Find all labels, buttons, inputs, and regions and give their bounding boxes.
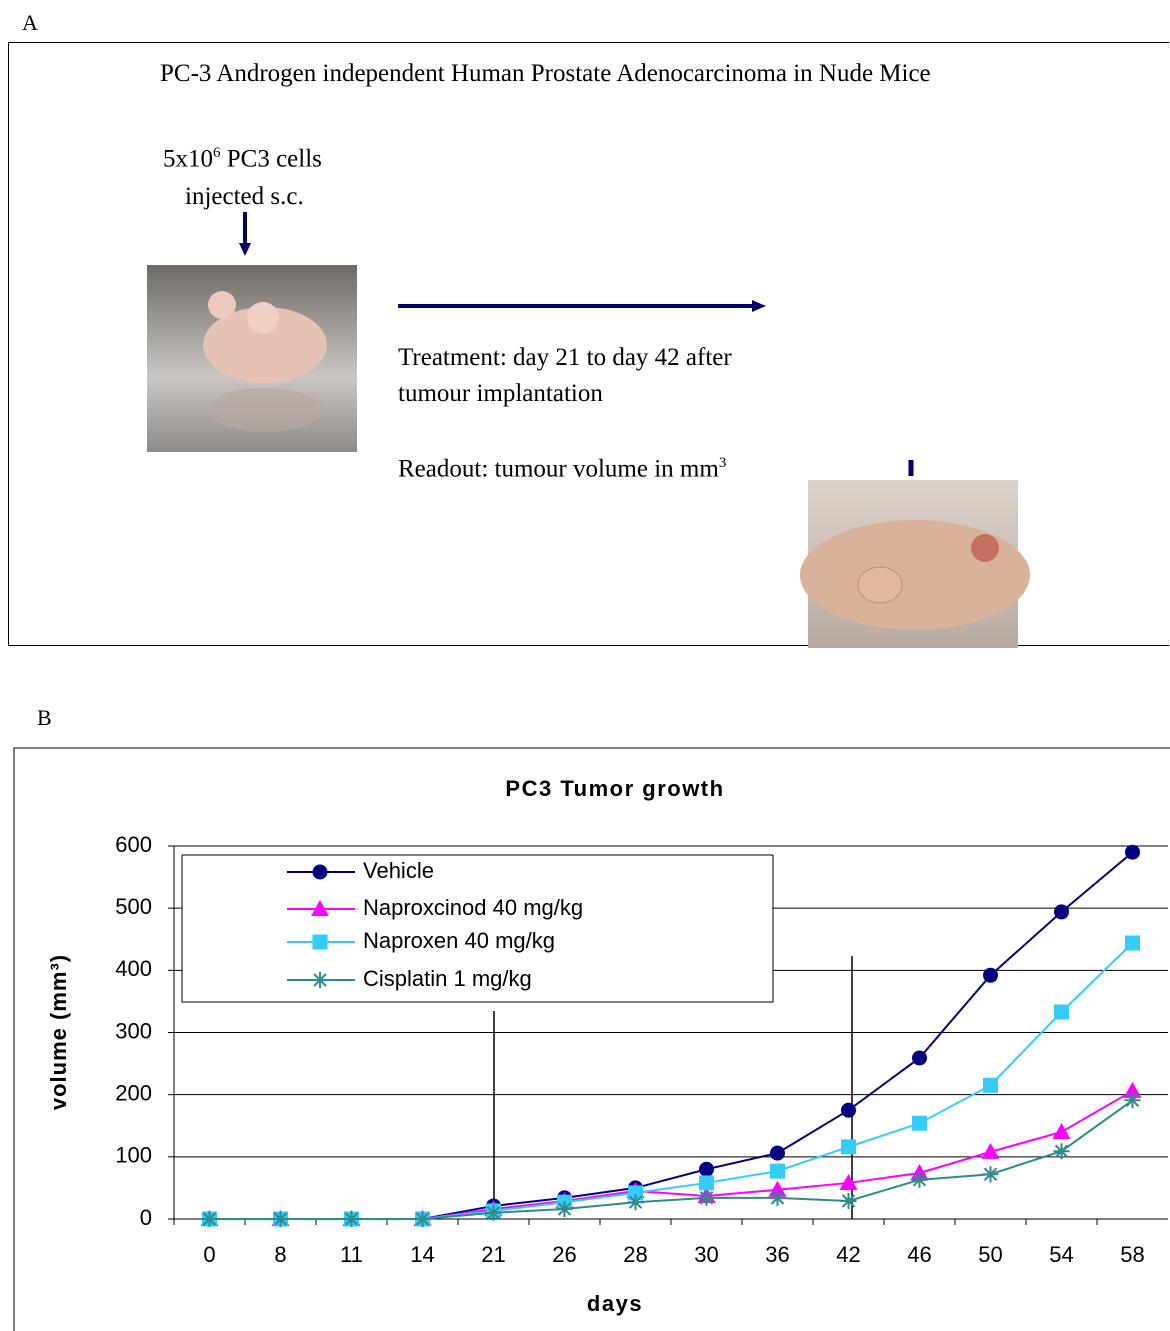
point [1052,1122,1071,1139]
point [201,1211,218,1227]
y-tick-label: 100 [115,1143,152,1168]
point [912,1115,927,1131]
mouse [800,520,1030,630]
legend-label: Cisplatin 1 mg/kg [363,966,532,991]
point [1054,904,1069,920]
mouse [203,307,327,383]
panel-label: B [37,705,52,730]
mouse-reflection [207,388,323,432]
injection-text: injected s.c. [185,183,304,210]
arrow-head [752,300,766,312]
x-tick-label: 50 [978,1242,1002,1267]
mouse-ear [971,534,999,562]
point [343,1211,360,1227]
x-tick-label: 8 [274,1242,286,1267]
point [699,1175,714,1191]
point [1124,1092,1141,1109]
y-tick-label: 400 [115,956,152,981]
x-tick-label: 54 [1049,1242,1073,1267]
point [770,1163,785,1179]
panel-label: A [22,10,38,35]
point [841,1102,856,1118]
chart: PC3 Tumor growth days volume (mm³) 0 100 2… [13,747,1170,1331]
treatment-text: Treatment: day 21 to day 42 after [398,344,732,371]
point [981,1142,1000,1159]
mouse-ear [247,302,279,334]
point [312,972,328,988]
point [1125,844,1140,860]
x-tick-label: 28 [623,1242,647,1267]
point [983,1077,998,1093]
point [312,864,328,880]
point [627,1194,644,1211]
point [556,1201,573,1218]
y-tick-label: 0 [140,1205,152,1230]
point [1054,1004,1069,1020]
point [1053,1143,1070,1160]
x-tick-label: 36 [765,1242,789,1267]
x-tick-label: 58 [1120,1242,1144,1267]
legend-label: Naproxen 40 mg/kg [363,928,555,953]
mouse-ear [208,291,236,319]
point [485,1204,502,1221]
point [982,1166,999,1183]
text: 5x10 [163,145,213,173]
point [272,1211,289,1227]
point [414,1211,431,1227]
panel-a-title: PC-3 Androgen independent Human Prostate… [160,60,931,87]
treatment-text: tumour implantation [398,380,603,407]
x-tick-label: 14 [410,1242,434,1267]
point [1125,935,1140,951]
point [912,1050,927,1066]
injection-text: 5x106 PC3 cells [163,145,322,173]
superscript: 6 [213,145,221,161]
superscript: 3 [718,455,727,471]
point [698,1189,715,1206]
chart-title: PC3 Tumor growth [505,776,724,801]
legend-label: Naproxcinod 40 mg/kg [363,895,583,920]
point [1123,1081,1142,1098]
y-tick-label: 500 [115,894,152,919]
x-tick-label: 21 [481,1242,505,1267]
x-tick-label: 26 [552,1242,576,1267]
y-axis-label: volume (mm³) [46,954,71,1110]
y-tick-label: 300 [115,1018,152,1043]
point [312,934,328,950]
point [911,1171,928,1188]
panel-a-frame [8,42,1169,646]
point [311,900,329,916]
y-tick-label: 200 [115,1080,152,1105]
arrow-head [239,243,251,256]
y-tick-label: 600 [115,832,152,857]
x-tick-label: 30 [694,1242,718,1267]
x-tick-label: 46 [907,1242,931,1267]
point [769,1189,786,1206]
point [839,1173,858,1190]
x-axis-label: days [587,1291,643,1316]
point [699,1161,714,1177]
text: PC3 cells [220,145,322,173]
x-tick-label: 42 [836,1242,860,1267]
point [983,967,998,983]
point [840,1192,857,1209]
point [841,1139,856,1155]
legend [181,854,774,1003]
point [770,1145,785,1161]
diagram [147,212,1030,648]
point [628,1185,643,1201]
legend-label: Vehicle [363,858,434,883]
x-tick-label: 0 [203,1242,215,1267]
tumour [857,566,903,604]
chart-frame [13,747,1170,1331]
readout-text: Readout: tumour volume in mm3 [398,455,726,483]
series-line [209,1099,1134,1220]
x-tick-label: 11 [340,1242,363,1267]
text: Readout: tumour volume in mm [398,455,719,483]
